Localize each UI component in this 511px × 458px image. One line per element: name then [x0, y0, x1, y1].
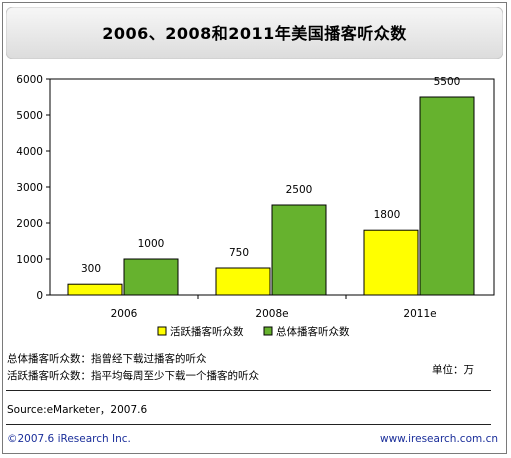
- data-label: 300: [81, 263, 101, 275]
- data-label: 2500: [286, 184, 313, 196]
- bar-total: [123, 258, 179, 296]
- data-label: 750: [229, 247, 249, 259]
- data-label: 5500: [434, 76, 461, 88]
- y-tick-label: 3000: [16, 182, 43, 194]
- title-band-background: [6, 7, 503, 59]
- legend-label: 活跃播客听众数: [170, 325, 244, 338]
- bar-active: [363, 229, 419, 296]
- y-tick-label: 1000: [16, 254, 43, 266]
- bar-active: [215, 267, 271, 296]
- x-tick-label: 2008e: [255, 308, 288, 320]
- divider: [6, 390, 491, 391]
- chart-title: 2006、2008和2011年美国播客听众数: [102, 24, 407, 43]
- bar-active: [67, 283, 123, 296]
- y-tick-label: 5000: [16, 110, 43, 122]
- x-tick-label: 2011e: [403, 308, 436, 320]
- legend-label: 总体播客听众数: [276, 325, 350, 338]
- bar-total: [419, 96, 475, 296]
- legend-swatch: [157, 326, 167, 336]
- copyright-text: ©2007.6 iResearch Inc.: [7, 433, 131, 445]
- y-tick-label: 4000: [16, 146, 43, 158]
- unit-label: 单位：万: [432, 364, 474, 376]
- note-total-definition: 总体播客听众数：指曾经下载过播客的听众: [7, 353, 207, 365]
- y-tick-label: 0: [36, 290, 43, 302]
- website-link[interactable]: www.iresearch.com.cn: [379, 433, 498, 445]
- note-active-definition: 活跃播客听众数：指平均每周至少下载一个播客的听众: [7, 370, 259, 382]
- title-band: 2006、2008和2011年美国播客听众数: [6, 7, 503, 59]
- y-tick-label: 2000: [16, 218, 43, 230]
- data-label: 1000: [138, 238, 165, 250]
- bar-total: [271, 204, 327, 296]
- bar-chart: 0 1000 2000 3000 4000 5000 6000 2006 300 1000 2008…: [16, 74, 495, 338]
- divider: [6, 424, 491, 425]
- x-tick-label: 2006: [111, 308, 138, 320]
- data-label: 1800: [374, 209, 401, 221]
- source-text: Source:eMarketer，2007.6: [7, 404, 148, 416]
- y-tick-label: 6000: [16, 74, 43, 86]
- legend-swatch: [263, 326, 273, 336]
